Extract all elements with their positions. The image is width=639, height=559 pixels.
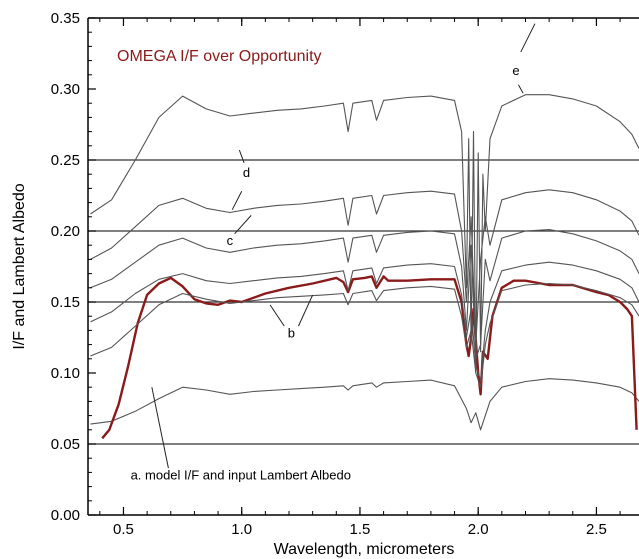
series-line-c [90,229,639,360]
annotation-leader [231,191,243,210]
annotation-leader [517,84,524,94]
y-axis-label: I/F and Lambert Albedo [11,183,28,349]
annotation-leader [238,149,245,164]
annotation-label: e [512,63,519,78]
x-tick-label: 1.5 [350,521,371,538]
annotation-label: d [243,165,250,180]
y-tick-label: 0.10 [51,365,80,382]
series-line-b1 [90,282,639,388]
annotation-label: b [288,326,295,341]
y-tick-label: 0.35 [51,10,80,27]
y-tick-label: 0.00 [51,507,80,524]
annotation-leader [520,23,536,53]
series-line-e [90,94,639,374]
series-line-a [90,378,639,431]
x-tick-label: 2.5 [586,521,607,538]
annotation-leader [151,387,169,469]
annotation-label: c [227,233,234,248]
axes: 0.00 0.05 0.10 0.15 0.20 0.25 0.30 0.35 0.5 1.0 1.… [51,10,639,538]
x-tick-label: 2.0 [468,521,489,538]
x-tick-label: 0.5 [113,521,134,538]
series-line-b2 [90,261,639,381]
annotation-leader [234,215,252,235]
series-line-d [90,189,639,346]
y-tick-label: 0.05 [51,436,80,453]
y-tick-label: 0.25 [51,152,80,169]
grid-lines [88,159,639,445]
y-tick-label: 0.20 [51,223,80,240]
y-tick-label: 0.30 [51,81,80,98]
series-line-red [101,275,638,440]
annotation-label: a. model I/F and input Lambert Albedo [131,468,351,483]
x-tick-label: 1.0 [231,521,252,538]
annotations: a. model I/F and input Lambert Albedo b c d… [131,23,536,483]
y-tick-label: 0.15 [51,294,80,311]
series-group [90,94,639,440]
annotation-leader [298,294,314,327]
x-axis-label: Wavelength, micrometers [274,541,455,558]
chart-title: OMEGA I/F over Opportunity [117,48,322,65]
annotation-leader [269,304,285,327]
